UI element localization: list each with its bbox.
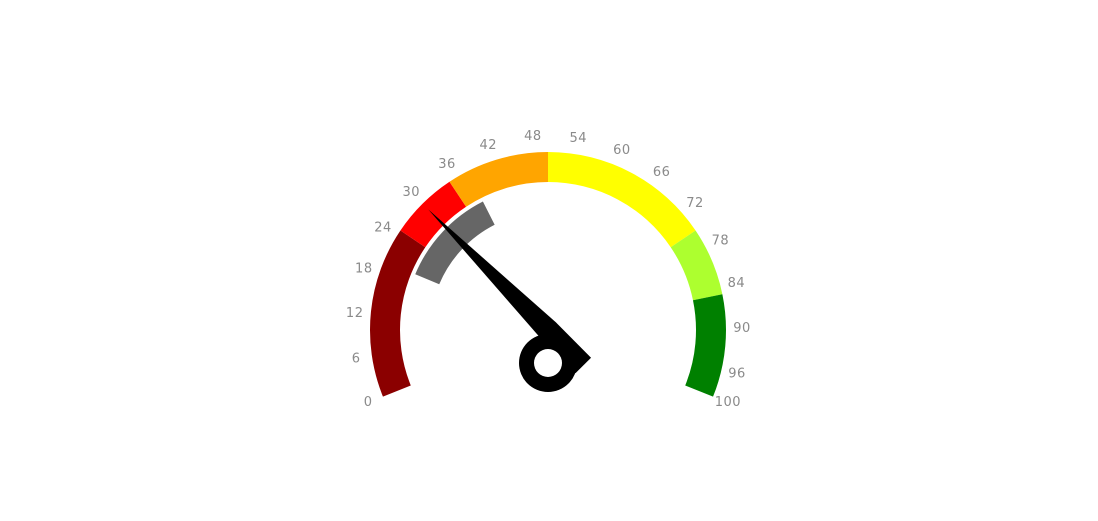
gauge-inner-band-arc (415, 201, 495, 285)
tick-label: 66 (653, 165, 671, 180)
gauge-band-2 (449, 152, 548, 207)
tick-label: 84 (728, 276, 746, 291)
tick-label: 36 (438, 157, 456, 172)
gauge-band-3 (548, 152, 696, 248)
gauge-band-4 (670, 230, 723, 301)
tick-label: 42 (480, 138, 498, 153)
tick-label: 100 (715, 395, 741, 410)
tick-label: 30 (403, 185, 421, 200)
tick-label: 12 (346, 306, 364, 321)
gauge-tick-labels: 0 6 12 18 24 30 36 42 48 54 60 66 72 78 84 90 96 100 (346, 129, 751, 410)
tick-label: 78 (712, 234, 730, 249)
gauge-inner-band (415, 201, 495, 285)
tick-label: 24 (374, 220, 392, 235)
tick-label: 90 (733, 321, 751, 336)
tick-label: 96 (728, 366, 746, 381)
needle-hub-hole (534, 349, 562, 377)
tick-label: 54 (569, 131, 587, 146)
gauge-band-0 (370, 230, 426, 397)
gauge-needle (428, 209, 592, 392)
needle-pointer (428, 209, 592, 374)
tick-label: 6 (352, 351, 361, 366)
tick-label: 48 (524, 129, 542, 144)
tick-label: 60 (613, 143, 631, 158)
tick-label: 0 (364, 395, 373, 410)
gauge-band-5 (685, 294, 726, 397)
tick-label: 72 (686, 196, 704, 211)
gauge-bands (370, 152, 726, 397)
tick-label: 18 (355, 262, 373, 277)
